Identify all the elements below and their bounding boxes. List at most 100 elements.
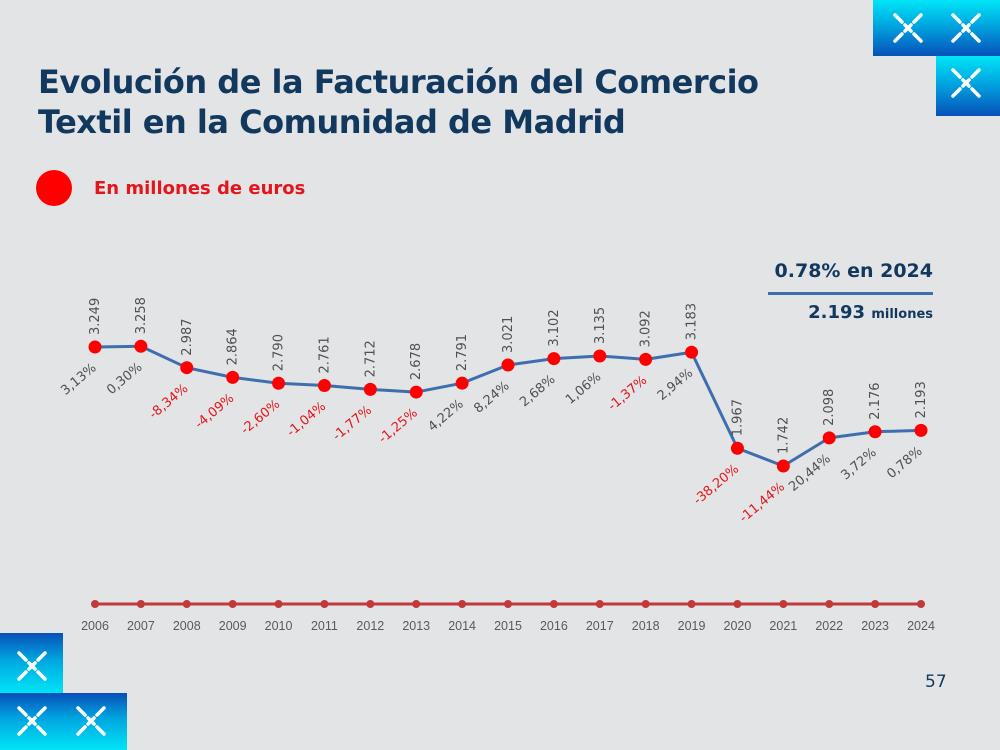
value-label: 3.102 — [547, 309, 562, 346]
data-point — [317, 379, 331, 393]
value-label: 3.249 — [88, 298, 103, 335]
percent-label: 4,22% — [425, 397, 466, 435]
x-tick-label: 2023 — [861, 619, 889, 633]
data-point — [272, 376, 286, 390]
sparkle-x-icon — [893, 13, 923, 43]
timeline-marker — [779, 600, 788, 608]
timeline-marker — [595, 600, 604, 608]
percent-label: -8,34% — [146, 381, 191, 422]
x-tick-label: 2012 — [356, 619, 384, 633]
sparkle-x-icon — [951, 68, 981, 98]
data-point — [409, 385, 423, 399]
percent-label: -1,04% — [284, 399, 329, 440]
callout-divider — [768, 292, 933, 295]
percent-label: 1,06% — [563, 370, 604, 408]
percent-label: 3,72% — [838, 445, 879, 483]
x-tick-label: 2024 — [907, 619, 935, 633]
timeline-marker — [412, 600, 421, 608]
callout-value: 2.193 — [808, 302, 866, 323]
page-number: 57 — [925, 672, 947, 692]
percent-label: -1,25% — [376, 406, 421, 447]
timeline-marker — [182, 600, 191, 608]
x-tick-label: 2021 — [769, 619, 797, 633]
data-point — [868, 425, 882, 439]
value-label: 3.183 — [685, 303, 700, 340]
x-tick-label: 2011 — [311, 619, 338, 633]
percent-label: -4,09% — [192, 391, 237, 432]
value-labels: 3.249 3.258 2.987 2.864 2.790 2.761 2.712 2.678… — [88, 297, 929, 454]
timeline-marker — [320, 600, 329, 608]
title-line-1: Evolución de la Facturación del Comercio — [38, 63, 759, 101]
x-tick-label: 2022 — [815, 619, 843, 633]
percent-label: -38,20% — [691, 462, 742, 508]
x-tick-label: 2017 — [586, 619, 614, 633]
timeline-marker — [641, 600, 650, 608]
data-point — [134, 339, 148, 353]
timeline-marker — [733, 600, 742, 608]
data-point — [501, 358, 515, 372]
x-tick-label: 2009 — [219, 619, 247, 633]
timeline-marker — [917, 600, 925, 608]
callout-unit: millones — [871, 307, 933, 322]
data-point — [88, 340, 102, 354]
legend-dot-icon — [36, 170, 72, 206]
callout-growth: 0.78% en 2024 — [774, 260, 933, 282]
sparkle-x-icon — [76, 706, 106, 736]
value-label: 2.761 — [317, 336, 332, 373]
percent-label: 20,44% — [786, 451, 834, 494]
data-point — [547, 352, 561, 366]
sparkle-x-icon — [951, 13, 981, 43]
value-label: 1.967 — [730, 399, 745, 436]
unit-legend: En millones de euros — [36, 170, 305, 206]
value-label: 2.176 — [868, 383, 883, 420]
timeline-marker — [274, 600, 283, 608]
data-point — [822, 431, 836, 445]
sparkle-x-icon — [17, 651, 47, 681]
percent-label: -11,44% — [737, 480, 788, 526]
value-label: 2.864 — [226, 328, 241, 365]
timeline-marker — [871, 600, 880, 608]
data-point — [226, 370, 240, 384]
timeline-marker — [549, 600, 558, 608]
value-label: 3.135 — [593, 307, 608, 344]
percent-label: 0,30% — [104, 360, 145, 398]
value-label: 3.258 — [134, 297, 149, 334]
x-tick-label: 2019 — [678, 619, 706, 633]
revenue-series — [88, 339, 928, 473]
data-point — [685, 345, 699, 359]
percent-label: 2,68% — [517, 372, 558, 410]
page-title: Evolución de la Facturación del Comercio… — [38, 62, 759, 142]
data-point — [730, 441, 744, 455]
data-point — [180, 361, 194, 375]
x-tick-label: 2016 — [540, 619, 568, 633]
x-tick-label: 2020 — [724, 619, 752, 633]
value-label: 2.987 — [180, 318, 195, 355]
data-point — [776, 459, 790, 473]
timeline-marker — [458, 600, 467, 608]
x-tick-label: 2006 — [81, 619, 109, 633]
x-tick-label: 2007 — [127, 619, 155, 633]
percent-label: -1,77% — [330, 403, 375, 444]
unit-subtitle: En millones de euros — [94, 177, 306, 199]
x-tick-label: 2010 — [265, 619, 293, 633]
value-label: 2.098 — [822, 389, 837, 426]
percent-label: -1,37% — [605, 373, 650, 414]
percent-label: 2,94% — [655, 366, 696, 404]
percent-label: -2,60% — [238, 397, 283, 438]
x-tick-label: 2014 — [448, 619, 476, 633]
callout-2024: 0.78% en 2024 2.193 millones — [768, 258, 933, 327]
title-line-2: Textil en la Comunidad de Madrid — [38, 103, 626, 141]
callout-value-row: 2.193 millones — [768, 301, 933, 327]
data-point — [914, 423, 928, 437]
data-point — [639, 352, 653, 366]
timeline-marker — [228, 600, 237, 608]
x-tick-label: 2015 — [494, 619, 522, 633]
percent-label: 8,24% — [471, 379, 512, 417]
percent-labels: 3,13% 0,30%-8,34% -4,09% -2,60% -1,04% -1,77%… — [58, 360, 925, 526]
sparkle-x-icon — [17, 706, 47, 736]
timeline-marker — [136, 600, 145, 608]
x-tick-label: 2013 — [402, 619, 430, 633]
x-tick-labels: 2006 2007 2008 2009 2010 2011 2012 2013 2014 2015… — [81, 619, 935, 633]
x-tick-label: 2018 — [632, 619, 660, 633]
data-point — [363, 382, 377, 396]
